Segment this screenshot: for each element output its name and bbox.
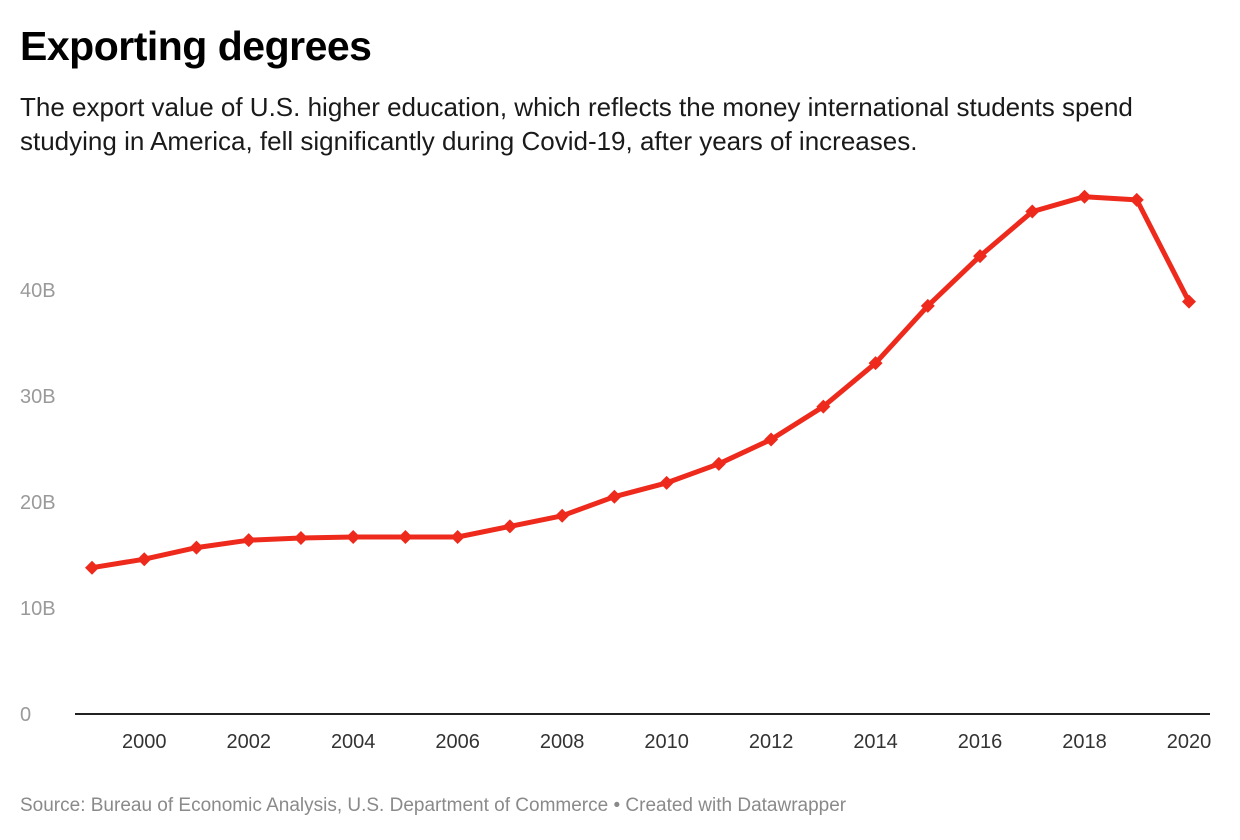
x-tick-label: 2004 bbox=[331, 731, 376, 753]
data-point-marker bbox=[398, 529, 413, 544]
y-axis-ticks: 0 10B 20B 30B 40B bbox=[20, 280, 56, 726]
data-point-marker bbox=[1129, 192, 1144, 207]
data-point-marker bbox=[189, 540, 204, 555]
x-tick-label: 2000 bbox=[122, 731, 167, 753]
y-tick-label: 40B bbox=[20, 280, 56, 302]
data-point-marker bbox=[85, 560, 99, 575]
series-group bbox=[85, 189, 1196, 575]
x-axis-ticks: 2000 2002 2004 2006 2008 2010 2012 2014 2016 2018… bbox=[122, 731, 1211, 753]
x-tick-label: 2006 bbox=[435, 731, 480, 753]
x-tick-label: 2018 bbox=[1062, 731, 1107, 753]
x-tick-label: 2010 bbox=[644, 731, 689, 753]
y-tick-label: 20B bbox=[20, 492, 56, 514]
y-tick-label: 0 bbox=[20, 704, 31, 726]
x-tick-label: 2020 bbox=[1167, 731, 1212, 753]
data-point-marker bbox=[450, 529, 465, 544]
data-point-marker bbox=[1182, 294, 1196, 309]
data-point-marker bbox=[1077, 189, 1092, 204]
data-point-marker bbox=[137, 552, 152, 567]
data-point-marker bbox=[502, 519, 517, 534]
data-point-marker bbox=[711, 456, 726, 471]
source-note: Source: Bureau of Economic Analysis, U.S… bbox=[20, 795, 847, 816]
data-point-marker bbox=[973, 249, 988, 264]
x-tick-label: 2014 bbox=[853, 731, 898, 753]
data-point-marker bbox=[920, 298, 935, 313]
chart-subtitle: The export value of U.S. higher educatio… bbox=[20, 92, 1133, 156]
x-tick-label: 2002 bbox=[226, 731, 271, 753]
data-point-marker bbox=[1025, 204, 1040, 219]
data-point-marker bbox=[659, 475, 674, 490]
data-point-marker bbox=[241, 533, 256, 548]
data-point-marker bbox=[293, 531, 308, 546]
y-tick-label: 10B bbox=[20, 598, 56, 620]
x-tick-label: 2016 bbox=[958, 731, 1003, 753]
x-tick-label: 2008 bbox=[540, 731, 585, 753]
data-point-marker bbox=[607, 489, 622, 504]
data-point-marker bbox=[555, 508, 570, 523]
y-tick-label: 30B bbox=[20, 386, 56, 408]
series-line bbox=[89, 194, 1192, 571]
data-point-marker bbox=[868, 356, 883, 371]
data-point-marker bbox=[816, 399, 831, 414]
x-tick-label: 2012 bbox=[749, 731, 794, 753]
data-point-marker bbox=[764, 432, 779, 447]
chart-title: Exporting degrees bbox=[20, 23, 372, 69]
data-point-marker bbox=[346, 529, 361, 544]
